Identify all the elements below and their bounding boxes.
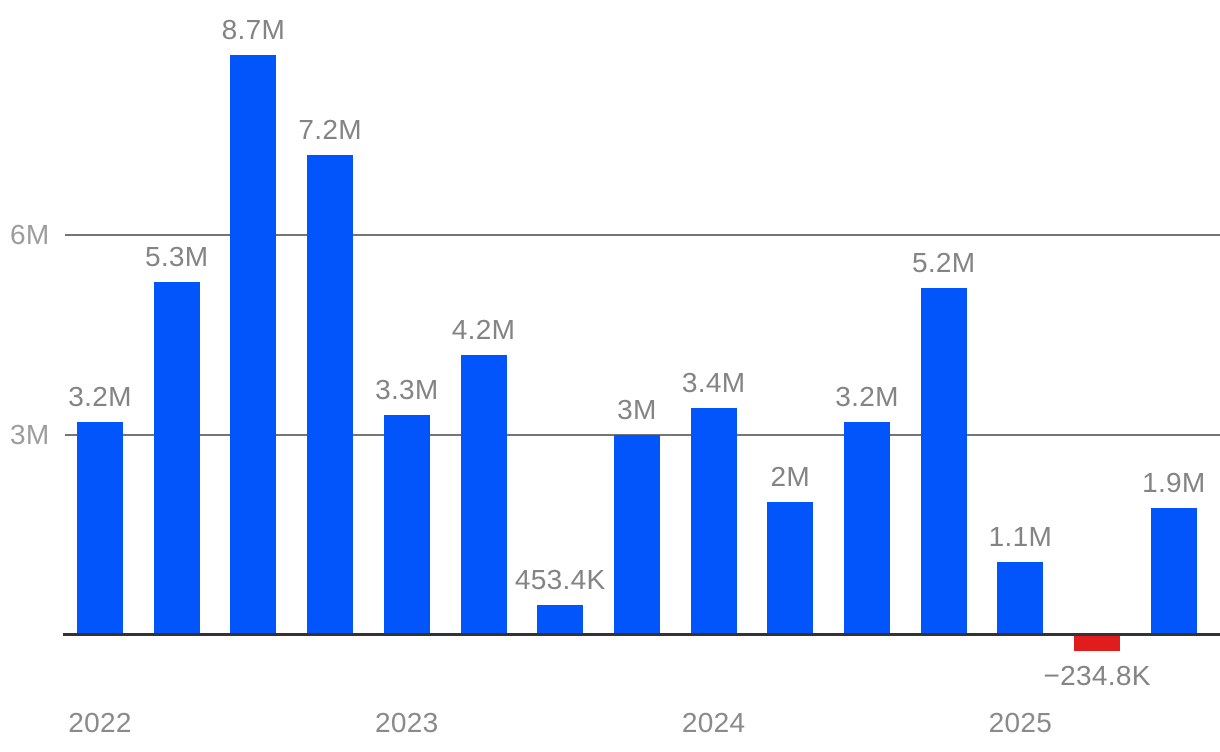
bar-value-label: 8.7M <box>221 14 286 45</box>
bar-value-label: 3.2M <box>68 380 132 412</box>
bar-value-label: −234.8K <box>1043 659 1151 691</box>
bar[interactable] <box>230 55 277 635</box>
bar[interactable] <box>307 155 354 635</box>
bar-value-label: 3.4M <box>681 367 746 399</box>
bar-value-label: 5.3M <box>144 240 209 272</box>
bar[interactable] <box>383 415 430 635</box>
bar[interactable] <box>920 288 967 635</box>
bar[interactable] <box>997 561 1044 635</box>
bar-value-label: 2M <box>770 460 811 492</box>
bar-value-label: 3.3M <box>375 374 439 405</box>
bar-value-label: 453.4K <box>514 563 606 595</box>
x-axis-tick-label: 2025 <box>988 707 1053 738</box>
y-axis-tick-label: 3M <box>10 419 50 450</box>
bar[interactable] <box>767 501 814 635</box>
bar-value-label: 1.9M <box>1142 467 1206 499</box>
bar[interactable] <box>690 408 737 635</box>
bar[interactable] <box>1150 508 1197 635</box>
bar-value-label: 3M <box>617 394 657 425</box>
x-axis-tick-label: 2024 <box>681 707 746 738</box>
bar-negative[interactable] <box>1074 635 1121 651</box>
x-axis-tick-label: 2022 <box>68 707 132 738</box>
bar-value-label: 5.2M <box>911 247 976 279</box>
x-axis-tick-label: 2023 <box>375 707 439 738</box>
bar[interactable] <box>460 355 507 635</box>
bar[interactable] <box>537 604 584 635</box>
bar[interactable] <box>844 421 890 635</box>
bar-value-label: 4.2M <box>451 314 516 345</box>
bar-value-label: 1.1M <box>988 520 1053 552</box>
grid-line <box>65 234 1220 236</box>
bar[interactable] <box>613 435 660 635</box>
bar[interactable] <box>153 281 200 635</box>
bar[interactable] <box>77 421 123 635</box>
bar-value-label: 3.2M <box>835 380 899 412</box>
x-axis-line <box>63 633 1220 636</box>
y-axis-tick-label: 6M <box>10 219 50 250</box>
bar-value-label: 7.2M <box>298 114 362 145</box>
